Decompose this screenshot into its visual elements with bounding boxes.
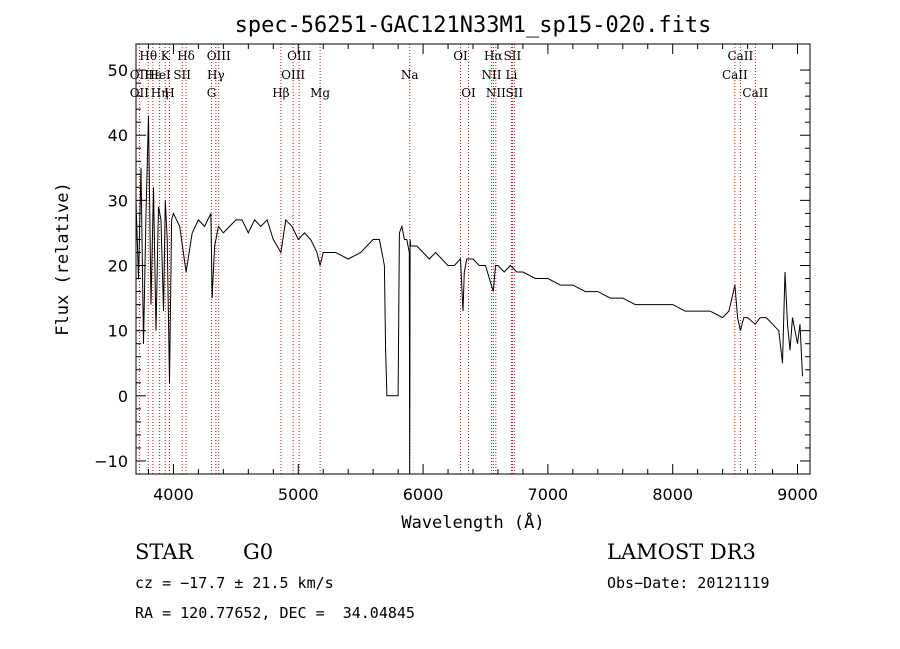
line-marker-label: Li (506, 68, 518, 82)
x-tick-label: 9000 (777, 485, 818, 504)
y-tick-label: −10 (94, 452, 128, 471)
line-marker-label: Hα (484, 49, 503, 63)
redshift-value: cz = −17.7 ± 21.5 km/s (135, 574, 334, 592)
x-tick-label: 6000 (403, 485, 444, 504)
line-marker-label: OI (461, 86, 476, 100)
line-marker-label: CaII (722, 68, 748, 82)
line-marker-label: OII (130, 68, 150, 82)
y-tick-label: 40 (108, 126, 128, 145)
line-marker-label: CaII (742, 86, 768, 100)
observation-date: Obs−Date: 20121119 (607, 574, 770, 592)
x-tick-label: 5000 (278, 485, 319, 504)
line-marker-label: G (207, 86, 217, 100)
line-marker-label: CaII (727, 49, 753, 63)
x-axis-label: Wavelength (Å) (401, 511, 544, 533)
line-marker-label: NII (481, 68, 501, 82)
line-marker-label: OIII (207, 49, 231, 63)
line-marker-label: Mg (310, 86, 330, 100)
spectrum-line (135, 115, 803, 475)
emission-line-markers (138, 44, 756, 474)
line-marker-label: H (164, 86, 174, 100)
line-marker-label: SII (504, 49, 522, 63)
line-marker-label: OIII (281, 68, 305, 82)
line-marker-label: Hθ (139, 49, 157, 63)
line-marker-label: OII (130, 86, 150, 100)
y-axis-label: Flux (relative) (53, 182, 73, 336)
x-tick-label: 7000 (528, 485, 569, 504)
line-marker-label: Hγ (207, 68, 225, 82)
line-marker-label: OIII (287, 49, 311, 63)
line-marker-label: Hη (151, 86, 169, 100)
line-marker-label: Hδ (177, 49, 195, 63)
line-marker-label: SII (173, 68, 191, 82)
line-marker-label: OI (453, 49, 468, 63)
x-tick-label: 4000 (153, 485, 194, 504)
coordinates: RA = 120.77652, DEC = 34.04845 (135, 604, 415, 622)
line-marker-label: HeI (148, 68, 171, 82)
line-marker-label: Hε (145, 68, 162, 82)
line-marker-label: SII (505, 86, 523, 100)
x-tick-label: 8000 (652, 485, 693, 504)
line-marker-label: Hβ (272, 86, 289, 100)
spectral-subclass: G0 (243, 540, 274, 564)
y-tick-label: 50 (108, 61, 128, 80)
y-tick-label: 10 (108, 322, 128, 341)
line-marker-label: NII (486, 86, 506, 100)
line-marker-label: Na (401, 68, 419, 82)
object-class: STAR (135, 540, 194, 564)
chart-title: spec-56251-GAC121N33M1_sp15-020.fits (235, 13, 712, 38)
y-tick-label: 20 (108, 257, 128, 276)
y-tick-label: 30 (108, 191, 128, 210)
survey-name: LAMOST DR3 (607, 540, 756, 564)
axis-ticks: 4000 5000 6000 7000 8000 9000 −10 0 10 20 30 40 50 (94, 44, 818, 504)
line-marker-label: K (161, 49, 171, 63)
y-tick-label: 0 (118, 387, 128, 406)
